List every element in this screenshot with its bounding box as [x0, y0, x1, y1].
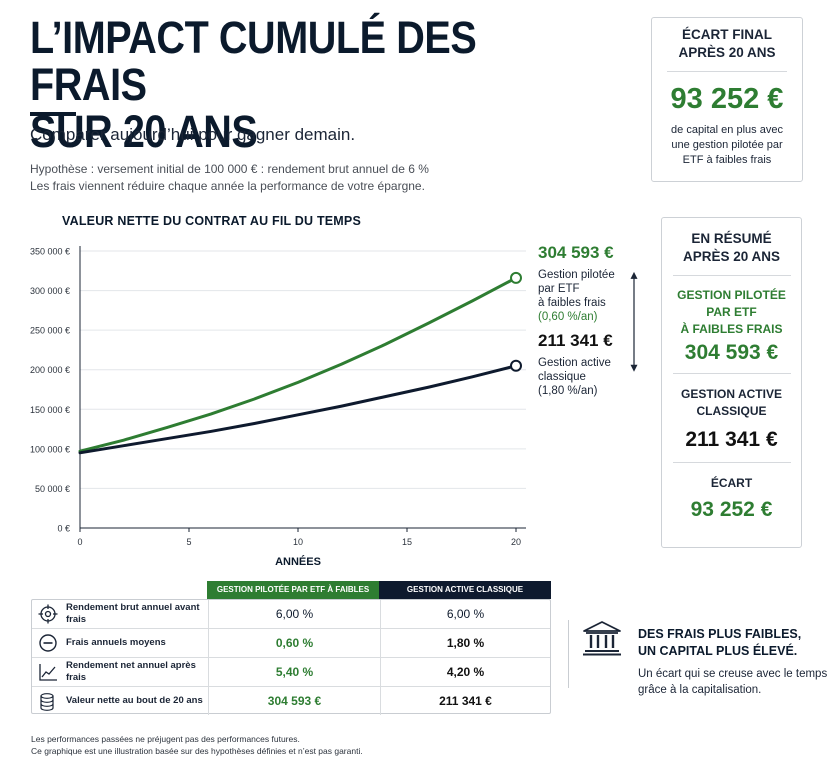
hypothesis-text: Hypothèse : versement initial de 100 000…	[30, 161, 590, 195]
minus-circle-icon	[39, 634, 57, 652]
final-gap-value: 93 252 €	[670, 83, 784, 115]
x-tick-label: 15	[402, 537, 412, 547]
summary-etf-label: GESTION PILOTÉE PAR ETF À FAIBLES FRAIS	[662, 287, 801, 338]
side-text-line-2: grâce à la capitalisation.	[638, 684, 762, 696]
x-tick-label: 5	[186, 537, 191, 547]
end-point-active	[510, 359, 522, 372]
summary-etf-label-3: À FAIBLES FRAIS	[680, 322, 783, 336]
summary-gap-value: 93 252 €	[690, 498, 773, 521]
series-line-etf	[78, 276, 518, 453]
table-body: Rendement brut annuel avant frais 6,00 %…	[31, 599, 551, 716]
table-row: Valeur nette au bout de 20 ans 304 593 €…	[32, 687, 550, 716]
gap-arrow-head-down	[630, 364, 638, 372]
final-gap-title-line-2: APRÈS 20 ANS	[678, 45, 776, 60]
x-tick-label: 0	[77, 537, 82, 547]
table-row: Frais annuels moyens 0,60 % 1,80 %	[32, 629, 550, 658]
cell-active: 211 341 €	[380, 687, 550, 715]
target-icon	[38, 604, 58, 624]
y-tick-label: 250 000 €	[30, 326, 70, 336]
final-gap-description: de capital en plus avec une gestion pilo…	[652, 123, 802, 168]
hypothesis-line-2: Les frais viennent réduire chaque année …	[30, 179, 425, 193]
summary-etf-label-1: GESTION PILOTÉE	[677, 288, 786, 302]
series-label-etf: à faibles frais	[538, 297, 606, 309]
hypothesis-line-1: Hypothèse : versement initial de 100 000…	[30, 162, 429, 176]
cell-active: 4,20 %	[380, 658, 550, 686]
summary-active-label-1: GESTION ACTIVE	[681, 387, 782, 401]
footer-disclaimer: Les performances passées ne préjugent pa…	[31, 733, 363, 757]
series-label-active: (1,80 %/an)	[538, 385, 598, 397]
y-tick-label: 200 000 €	[30, 365, 70, 375]
cell-active: 1,80 %	[380, 629, 550, 657]
gap-arrow-head-up	[630, 271, 638, 279]
series-label-active: Gestion active	[538, 357, 611, 369]
divider	[672, 275, 791, 276]
footer-line-2: Ce graphique est une illustration basée …	[31, 746, 363, 756]
summary-gap-label: ÉCART	[710, 476, 753, 490]
table-row: Rendement net annuel après frais 5,40 % …	[32, 658, 550, 687]
vertical-divider	[568, 620, 569, 688]
coins-icon	[40, 693, 54, 711]
table-header-etf: GESTION PILOTÉE PAR ETF À FAIBLES FRAIS	[207, 581, 379, 612]
row-label: Rendement brut annuel avant frais	[66, 602, 200, 625]
row-label: Valeur nette au bout de 20 ans	[66, 695, 203, 706]
y-tick-label: 300 000 €	[30, 286, 70, 296]
y-tick-label: 350 000 €	[30, 247, 70, 257]
side-headline-line-2: UN CAPITAL PLUS ÉLEVÉ.	[638, 644, 798, 658]
final-gap-desc-line-3: ETF à faibles frais	[682, 154, 772, 166]
side-headline: DES FRAIS PLUS FAIBLES, UN CAPITAL PLUS …	[638, 626, 801, 660]
x-axis-label: ANNÉES	[275, 555, 321, 568]
y-tick-label: 50 000 €	[35, 484, 70, 494]
divider	[667, 71, 787, 72]
final-gap-title-line-1: ÉCART FINAL	[682, 27, 772, 42]
table-row: Rendement brut annuel avant frais 6,00 %…	[32, 600, 550, 629]
side-text: Un écart qui se creuse avec le temps grâ…	[638, 666, 828, 698]
divider	[672, 373, 791, 374]
summary-active-label: GESTION ACTIVE CLASSIQUE	[662, 386, 801, 420]
line-chart: 0 € 50 000 € 100 000 € 150 000 € 200 000 € 25…	[30, 243, 638, 568]
final-gap-title: ÉCART FINAL APRÈS 20 ANS	[652, 26, 802, 62]
summary-title-line-2: APRÈS 20 ANS	[682, 249, 781, 264]
series-label-etf: (0,60 %/an)	[538, 311, 598, 323]
table-header-active: GESTION ACTIVE CLASSIQUE	[379, 581, 551, 599]
row-label: Frais annuels moyens	[66, 637, 166, 648]
y-tick-label: 0 €	[57, 524, 70, 534]
summary-etf-label-2: PAR ETF	[706, 305, 757, 319]
y-tick-label: 100 000 €	[30, 444, 70, 454]
summary-active-value: 211 341 €	[685, 428, 778, 451]
side-text-line-1: Un écart qui se creuse avec le temps	[638, 668, 828, 680]
cell-etf: 304 593 €	[208, 687, 380, 715]
summary-title-line-1: EN RÉSUMÉ	[691, 231, 772, 246]
final-gap-desc-line-2: une gestion pilotée par	[671, 139, 783, 151]
summary-active-label-2: CLASSIQUE	[696, 404, 767, 418]
end-value-label-active: 211 341 €	[538, 331, 613, 350]
series-line-active	[78, 364, 518, 455]
end-value-label-etf: 304 593 €	[538, 243, 614, 262]
final-gap-desc-line-1: de capital en plus avec	[671, 124, 783, 136]
title-underline	[30, 112, 76, 116]
x-tick-label: 20	[511, 537, 521, 547]
divider	[672, 462, 791, 463]
footer-line-1: Les performances passées ne préjugent pa…	[31, 734, 300, 744]
summary-etf-value: 304 593 €	[684, 341, 779, 364]
final-gap-box: ÉCART FINAL APRÈS 20 ANS 93 252 € de cap…	[651, 17, 803, 182]
title-line-1: L’IMPACT CUMULÉ DES FRAIS	[30, 12, 477, 110]
series-label-etf: Gestion pilotée	[538, 269, 615, 281]
cell-etf: 5,40 %	[208, 658, 380, 686]
series-label-active: classique	[538, 371, 586, 383]
cell-etf: 0,60 %	[208, 629, 380, 657]
x-tick-label: 10	[293, 537, 303, 547]
side-headline-line-1: DES FRAIS PLUS FAIBLES,	[638, 627, 802, 641]
summary-box: EN RÉSUMÉ APRÈS 20 ANS GESTION PILOTÉE P…	[661, 217, 802, 548]
chart-title: VALEUR NETTE DU CONTRAT AU FIL DU TEMPS	[62, 214, 361, 228]
summary-title: EN RÉSUMÉ APRÈS 20 ANS	[662, 230, 801, 266]
subtitle: Comparer aujourd’hui pour gagner demain.	[30, 125, 356, 144]
y-tick-label: 150 000 €	[30, 405, 70, 415]
line-chart-icon	[39, 664, 57, 681]
cell-active: 6,00 %	[380, 600, 550, 628]
series-label-etf: par ETF	[538, 283, 580, 295]
row-label: Rendement net annuel après frais	[66, 660, 196, 683]
bank-icon	[583, 621, 621, 656]
cell-etf: 6,00 %	[208, 600, 380, 628]
end-point-etf	[510, 271, 522, 284]
